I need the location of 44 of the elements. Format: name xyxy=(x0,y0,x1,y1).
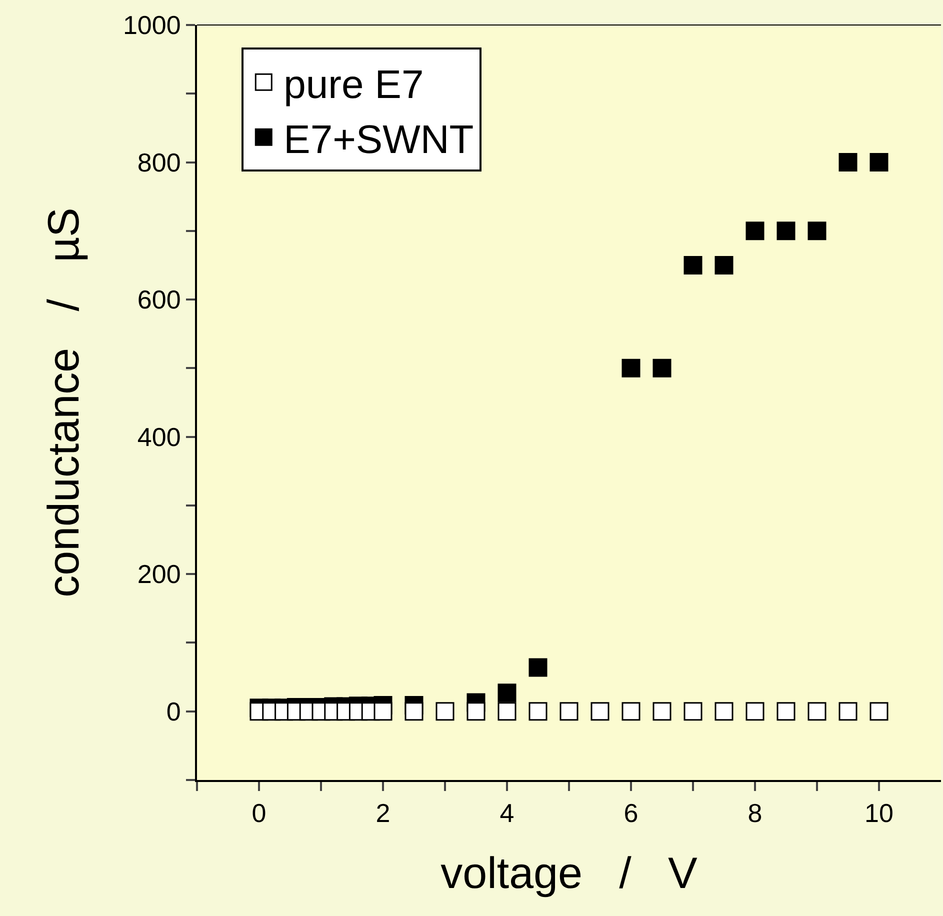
point xyxy=(746,222,764,240)
x-tick-label: 2 xyxy=(376,798,390,828)
legend-label: E7+SWNT xyxy=(284,118,474,162)
point xyxy=(684,256,702,274)
point xyxy=(622,702,640,721)
point xyxy=(652,702,672,721)
point xyxy=(652,358,672,378)
point xyxy=(528,658,548,677)
point xyxy=(808,222,826,240)
x-tick-label: 8 xyxy=(748,798,762,828)
point xyxy=(746,702,764,721)
x-tick-label: 10 xyxy=(864,798,894,828)
point xyxy=(684,702,702,721)
point xyxy=(590,702,610,721)
point xyxy=(622,358,640,378)
point xyxy=(776,222,796,240)
x-axis-title: voltage / V xyxy=(440,849,698,898)
point xyxy=(714,256,734,274)
point xyxy=(374,702,392,721)
y-tick-label: 1000 xyxy=(122,10,181,40)
point xyxy=(528,702,548,721)
y-tick-label: 400 xyxy=(137,422,181,452)
point xyxy=(714,702,734,721)
x-tick-label: 0 xyxy=(252,798,266,828)
point xyxy=(466,702,486,721)
point xyxy=(436,702,454,721)
y-axis-title: conductance / µS xyxy=(40,208,89,598)
point xyxy=(838,153,858,172)
point xyxy=(776,702,796,721)
x-tick-label: 4 xyxy=(500,798,514,828)
point xyxy=(404,702,424,721)
point xyxy=(560,702,578,721)
point xyxy=(838,702,858,721)
legend-label: pure E7 xyxy=(284,62,424,107)
point xyxy=(498,684,516,702)
point xyxy=(498,702,516,721)
point xyxy=(808,702,826,721)
y-tick-label: 800 xyxy=(137,147,181,178)
y-tick-label: 0 xyxy=(166,696,181,726)
point xyxy=(870,702,888,721)
y-tick-label: 600 xyxy=(137,284,181,315)
x-tick-label: 6 xyxy=(624,798,638,828)
y-tick-label: 200 xyxy=(137,559,181,590)
point xyxy=(870,153,888,172)
